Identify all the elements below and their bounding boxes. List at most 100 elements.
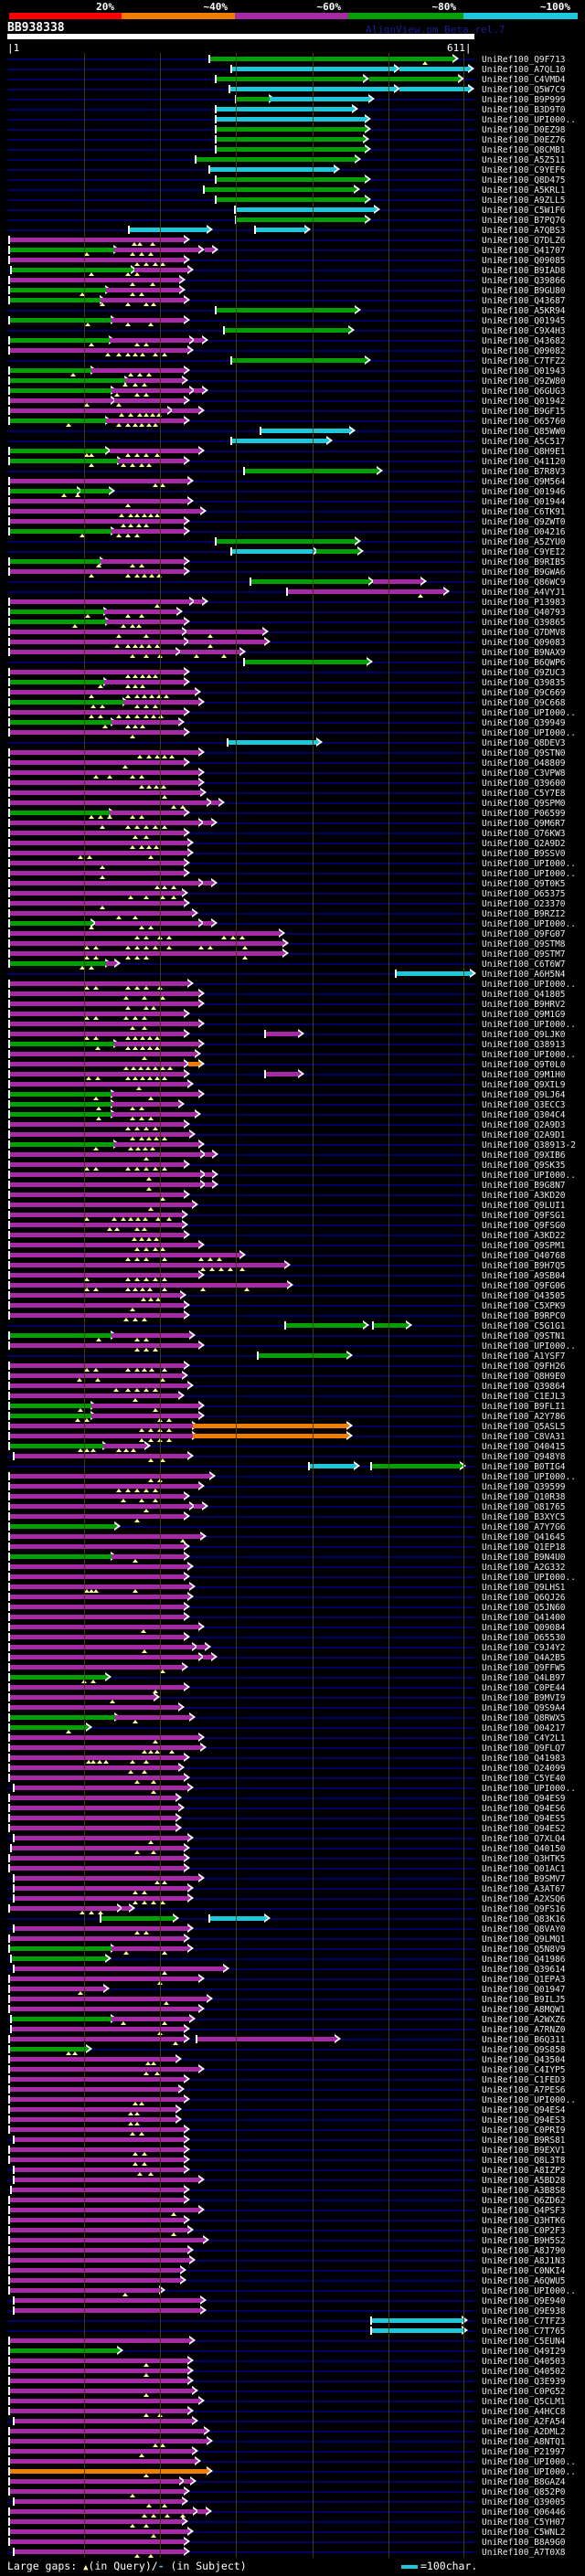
hsp-bar[interactable]	[9, 1866, 185, 1871]
hit-label[interactable]: UniRef100_A8J1N3	[482, 2256, 566, 2266]
hit-label[interactable]: UniRef100_A2XSQ6	[482, 1894, 566, 1904]
hsp-bar[interactable]	[9, 1585, 190, 1589]
hsp-bar[interactable]	[9, 519, 185, 524]
hsp-bar[interactable]	[9, 318, 112, 323]
hsp-bar[interactable]	[235, 207, 375, 212]
hit-label[interactable]: UniRef100_Q8VAY0	[482, 1924, 566, 1935]
hsp-bar[interactable]	[103, 1444, 145, 1448]
hsp-bar[interactable]	[9, 2399, 199, 2403]
hsp-bar[interactable]	[9, 1675, 106, 1680]
hsp-bar[interactable]	[9, 1554, 112, 1559]
hsp-bar[interactable]	[9, 2107, 176, 2112]
hit-label[interactable]: UniRef100_Q38913	[482, 1040, 566, 1050]
hit-label[interactable]: UniRef100_B9SSV0	[482, 849, 566, 859]
hsp-bar[interactable]	[373, 579, 421, 584]
hsp-bar[interactable]	[9, 780, 199, 785]
hit-label[interactable]: UniRef100_A5KR94	[482, 306, 566, 316]
hsp-bar[interactable]	[9, 760, 185, 765]
hsp-bar[interactable]	[9, 1213, 183, 1217]
hit-label[interactable]: UniRef100_Q9FSG1	[482, 1211, 566, 1221]
hsp-bar[interactable]	[193, 1424, 347, 1428]
hsp-bar[interactable]	[9, 951, 283, 956]
hsp-bar[interactable]	[9, 569, 185, 574]
hsp-bar[interactable]	[216, 308, 356, 313]
hit-label[interactable]: UniRef100_Q01947	[482, 1985, 566, 1995]
hsp-bar[interactable]	[9, 1032, 185, 1036]
hsp-bar[interactable]	[14, 2499, 183, 2504]
hit-label[interactable]: UniRef100_Q8L3T8	[482, 2156, 566, 2166]
hit-label[interactable]: UniRef100_C0PG52	[482, 2387, 566, 2397]
hit-label[interactable]: UniRef100_Q9S858	[482, 2045, 566, 2055]
hsp-bar[interactable]	[112, 529, 185, 534]
hit-label[interactable]: UniRef100_Q6ZD62	[482, 2196, 566, 2206]
hit-label[interactable]: UniRef100_UPI000..	[482, 1341, 576, 1352]
hsp-bar[interactable]	[9, 2389, 193, 2393]
hit-label[interactable]: UniRef100_Q41645	[482, 1532, 566, 1542]
hsp-bar[interactable]	[9, 730, 185, 735]
hsp-bar[interactable]	[9, 1182, 201, 1187]
hsp-bar[interactable]	[9, 278, 180, 282]
hsp-bar[interactable]	[216, 77, 364, 81]
hsp-bar[interactable]	[14, 2549, 185, 2554]
hsp-bar[interactable]	[9, 831, 185, 835]
hsp-bar[interactable]	[9, 2509, 194, 2514]
hit-label[interactable]: UniRef100_B8GAZ4	[482, 2477, 566, 2487]
hsp-bar[interactable]	[9, 1725, 87, 1730]
hsp-bar[interactable]	[9, 841, 188, 845]
hit-label[interactable]: UniRef100_Q2A9D3	[482, 1120, 566, 1130]
hit-label[interactable]: UniRef100_Q40150	[482, 1844, 566, 1854]
hit-label[interactable]: UniRef100_B9G8N7	[482, 1181, 566, 1191]
hsp-bar[interactable]	[180, 650, 240, 654]
hit-label[interactable]: UniRef100_Q01946	[482, 487, 566, 497]
hit-label[interactable]: UniRef100_Q3ECC3	[482, 1100, 566, 1110]
hsp-bar[interactable]	[369, 77, 459, 81]
hit-label[interactable]: UniRef100_UPI000..	[482, 869, 576, 879]
hit-label[interactable]: UniRef100_C9J4Y2	[482, 1643, 566, 1653]
hsp-bar[interactable]	[197, 2509, 207, 2514]
hsp-bar[interactable]	[371, 1464, 461, 1468]
hit-label[interactable]: UniRef100_C5WNL2	[482, 2528, 566, 2538]
hsp-bar[interactable]	[216, 117, 366, 122]
hsp-bar[interactable]	[231, 549, 314, 554]
hsp-bar[interactable]	[9, 1605, 185, 1609]
hsp-bar[interactable]	[9, 2007, 199, 2011]
hit-label[interactable]: UniRef100_C5YH07	[482, 2518, 566, 2528]
hsp-bar[interactable]	[203, 881, 212, 885]
hsp-bar[interactable]	[9, 529, 112, 534]
hsp-bar[interactable]	[11, 2017, 112, 2021]
hit-label[interactable]: UniRef100_Q8DEV3	[482, 738, 566, 748]
hsp-bar[interactable]	[9, 680, 104, 684]
hsp-bar[interactable]	[197, 2037, 335, 2041]
hsp-bar[interactable]	[101, 559, 185, 564]
hit-label[interactable]: UniRef100_A2G332	[482, 1563, 566, 1573]
hsp-bar[interactable]	[258, 1353, 347, 1358]
hsp-bar[interactable]	[9, 238, 185, 242]
hsp-bar[interactable]	[250, 579, 369, 584]
hit-label[interactable]: UniRef100_Q9C669	[482, 688, 566, 698]
hsp-bar[interactable]	[9, 248, 114, 252]
hsp-bar[interactable]	[309, 1464, 355, 1468]
hit-label[interactable]: UniRef100_Q4A2B5	[482, 1653, 566, 1663]
hit-label[interactable]: UniRef100_Q9SPM1	[482, 1241, 566, 1251]
hit-label[interactable]: UniRef100_B9N4U0	[482, 1553, 566, 1563]
hit-label[interactable]: UniRef100_Q39866	[482, 276, 566, 286]
hit-label[interactable]: UniRef100_C9YEF6	[482, 165, 566, 175]
hsp-bar[interactable]	[11, 268, 132, 272]
hsp-bar[interactable]	[14, 2298, 201, 2303]
hit-label[interactable]: UniRef100_Q9LUI1	[482, 1201, 566, 1211]
hsp-bar[interactable]	[9, 1987, 104, 1991]
hsp-bar[interactable]	[112, 1092, 199, 1097]
hsp-bar[interactable]	[9, 2379, 188, 2383]
hit-label[interactable]: UniRef100_Q4PSF3	[482, 2206, 566, 2216]
hit-label[interactable]: UniRef100_C4IYP5	[482, 2065, 566, 2075]
hsp-bar[interactable]	[216, 177, 366, 182]
hit-label[interactable]: UniRef100_Q9E940	[482, 2296, 566, 2306]
hsp-bar[interactable]	[114, 1142, 199, 1147]
hit-label[interactable]: UniRef100_UPI000..	[482, 728, 576, 738]
hsp-bar[interactable]	[80, 489, 110, 493]
hit-label[interactable]: UniRef100_UPI000..	[482, 1171, 576, 1181]
hsp-bar[interactable]	[9, 811, 110, 815]
hsp-bar[interactable]	[9, 2489, 185, 2494]
hsp-bar[interactable]	[114, 1042, 199, 1046]
hit-label[interactable]: UniRef100_Q6QJ26	[482, 1593, 566, 1603]
